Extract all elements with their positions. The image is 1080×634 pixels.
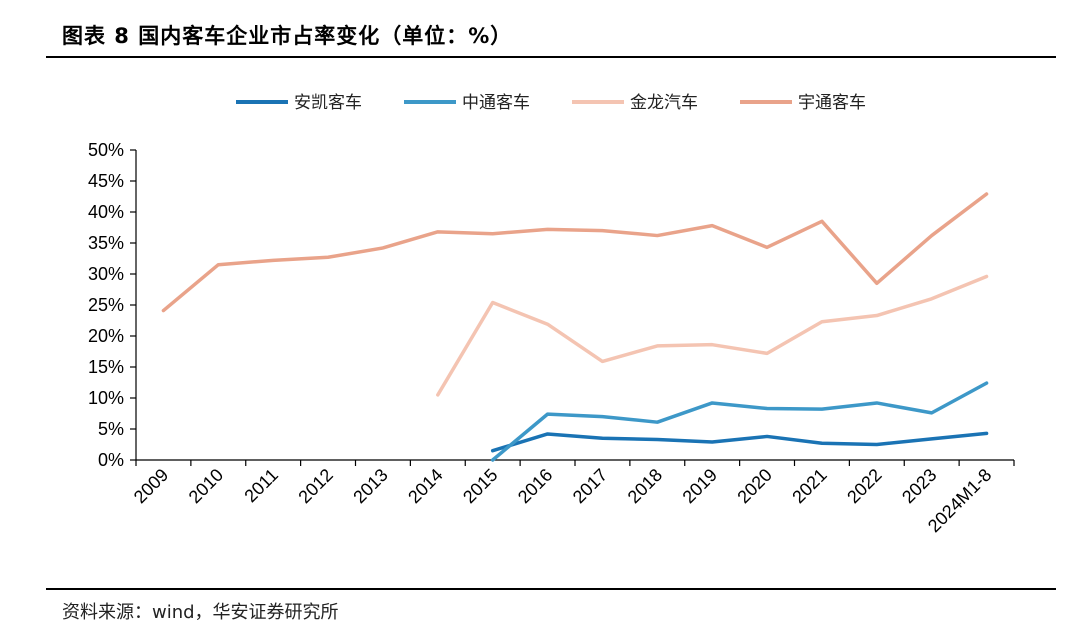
x-tick-label: 2012	[294, 465, 336, 507]
x-tick-label: 2013	[349, 465, 391, 507]
chart-title: 图表 8 国内客车企业市占率变化（单位：%）	[62, 24, 513, 48]
y-tick-label: 5%	[98, 419, 124, 439]
y-tick-label: 50%	[88, 140, 124, 160]
y-tick-label: 40%	[88, 202, 124, 222]
y-tick-label: 15%	[88, 357, 124, 377]
series-line-中通客车	[490, 381, 989, 462]
x-tick-label: 2016	[514, 465, 556, 507]
axes: 0% 5% 10% 15% 20% 25% 30% 35% 40% 45% 50% 2009 2010 2…	[88, 140, 1015, 536]
x-tick-label: 2018	[624, 465, 666, 507]
x-tick-label: 2019	[679, 465, 721, 507]
series-lines	[161, 192, 989, 462]
y-tick-label: 10%	[88, 388, 124, 408]
y-tick-label: 25%	[88, 295, 124, 315]
x-tick-label: 2011	[240, 465, 282, 507]
legend: 安凯客车 中通客车 金龙汽车 宇通客车	[236, 93, 866, 113]
x-tick-label: 2021	[788, 465, 830, 507]
y-tick-label: 35%	[88, 233, 124, 253]
x-tick-label: 2010	[185, 465, 227, 507]
series-line-宇通客车	[161, 192, 989, 313]
legend-label: 安凯客车	[294, 93, 362, 113]
x-tick-label: 2017	[569, 465, 611, 507]
legend-label: 金龙汽车	[630, 93, 698, 113]
title-rule	[46, 56, 1056, 58]
x-tick-label: 2015	[459, 465, 501, 507]
x-tick-label: 2014	[404, 465, 446, 507]
y-tick-label: 45%	[88, 171, 124, 191]
legend-label: 宇通客车	[798, 93, 866, 113]
source-note: 资料来源：wind，华安证券研究所	[62, 602, 339, 623]
x-tick-label: 2020	[733, 465, 775, 507]
x-tick-label: 2022	[843, 465, 885, 507]
x-tick-label: 2023	[898, 465, 940, 507]
source-rule	[46, 588, 1056, 590]
y-tick-label: 30%	[88, 264, 124, 284]
y-tick-label: 0%	[98, 450, 124, 470]
x-tick-label: 2009	[130, 465, 172, 507]
series-line-金龙汽车	[436, 274, 989, 397]
legend-label: 中通客车	[462, 93, 530, 113]
series-line-安凯客车	[490, 431, 989, 453]
y-tick-label: 20%	[88, 326, 124, 346]
